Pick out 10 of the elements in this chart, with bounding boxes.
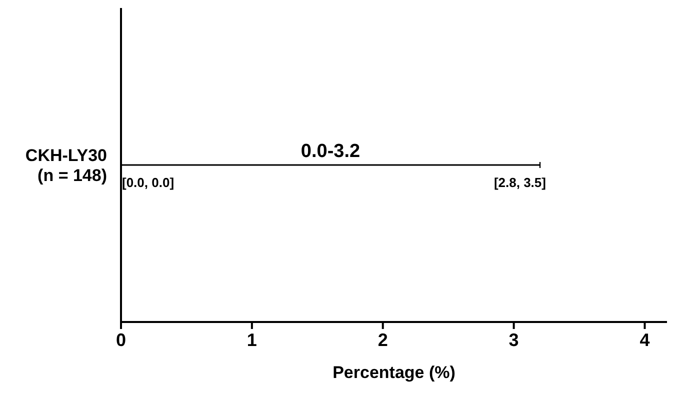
x-tick-label: 2: [378, 330, 388, 350]
x-tick-label: 1: [246, 330, 257, 350]
x-tick-label: 0: [116, 330, 126, 350]
annotation: [2.8, 3.5]: [494, 175, 546, 190]
data-label: 0.0-3.2: [300, 141, 360, 162]
x-tick-label: 3: [508, 330, 519, 350]
annotation: [0.0, 0.0]: [122, 175, 174, 190]
y-tick-label: CKH-LY30 (n = 148): [25, 146, 107, 185]
x-axis-title: Percentage (%): [332, 363, 456, 382]
x-tick-label: 4: [640, 330, 650, 350]
